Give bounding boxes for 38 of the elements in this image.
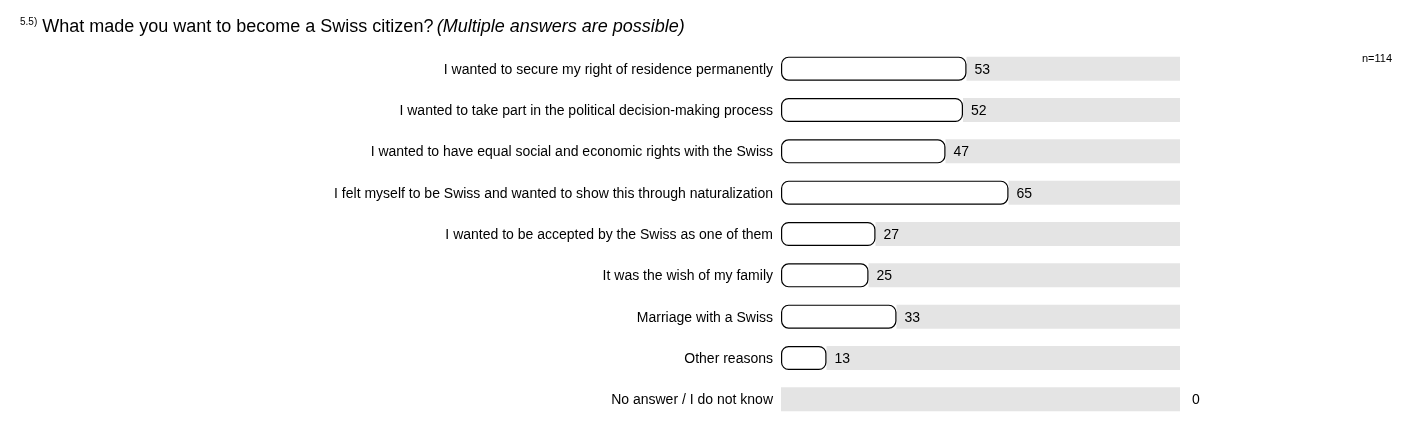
bar bbox=[963, 98, 1180, 122]
bar bbox=[875, 222, 1180, 246]
y-tick-label: No answer / I do not know bbox=[611, 391, 774, 408]
text: (Multiple answers are possible) bbox=[436, 16, 685, 36]
y-tick-label: I wanted to be accepted by the Swiss as one of them bbox=[445, 226, 773, 242]
bar bbox=[781, 98, 963, 122]
bar bbox=[781, 180, 1009, 205]
y-tick-label: I wanted to secure my right of residence permanently bbox=[443, 60, 773, 77]
data-label: 27 bbox=[883, 226, 900, 242]
data-label: 25 bbox=[876, 267, 893, 284]
data-label: 47 bbox=[953, 143, 970, 160]
data-label: 13 bbox=[834, 350, 851, 366]
bar bbox=[826, 346, 1180, 370]
data-label: 0 bbox=[1192, 391, 1200, 408]
text: 5.5) What made you want to become a Swiss citizen? bbox=[20, 15, 434, 36]
bar bbox=[896, 304, 1180, 329]
text: n=114 bbox=[1361, 51, 1392, 64]
y-tick-label: Marriage with a Swiss bbox=[636, 308, 773, 325]
bar bbox=[781, 387, 1180, 412]
y-tick-label: Other reasons bbox=[684, 350, 773, 366]
bar bbox=[868, 263, 1180, 288]
bar bbox=[781, 346, 827, 370]
data-label: 65 bbox=[1016, 184, 1033, 201]
bar bbox=[781, 263, 869, 288]
bar bbox=[1008, 180, 1180, 205]
bar bbox=[781, 222, 876, 246]
bar bbox=[945, 139, 1180, 164]
y-tick-label: It was the wish of my family bbox=[602, 267, 773, 284]
bar bbox=[966, 56, 1180, 81]
data-label: 53 bbox=[974, 60, 991, 77]
bar bbox=[781, 304, 897, 329]
y-tick-label: I felt myself to be Swiss and wanted to show this through naturalization bbox=[334, 184, 773, 201]
bar bbox=[781, 56, 967, 81]
bar bbox=[781, 139, 946, 164]
data-label: 52 bbox=[971, 102, 987, 118]
y-tick-label: I wanted to have equal social and economic rights with the Swiss bbox=[370, 143, 773, 160]
y-tick-label: I wanted to take part in the political decision-making process bbox=[399, 102, 773, 118]
data-label: 33 bbox=[904, 308, 921, 325]
